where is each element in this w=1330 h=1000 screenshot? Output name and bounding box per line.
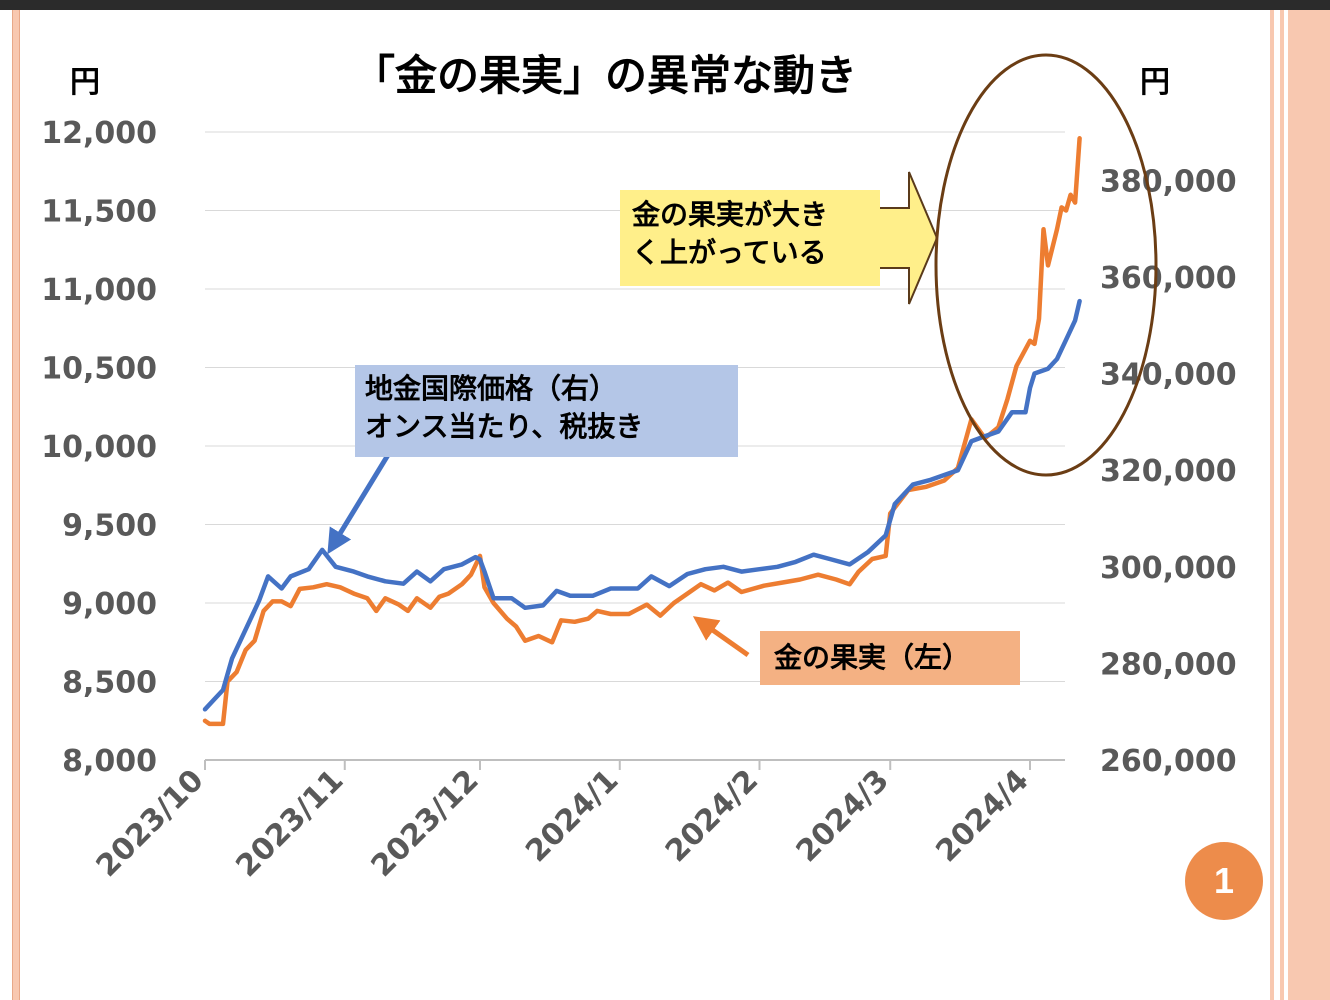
- right-y-tick-label: 300,000: [1100, 551, 1237, 586]
- right-y-axis: 260,000 280,000 300,000 320,000 340,000 360,0…: [1100, 164, 1237, 779]
- right-y-tick-label: 360,000: [1100, 261, 1237, 296]
- left-y-tick-label: 11,500: [41, 195, 157, 230]
- left-y-tick-label: 10,500: [41, 352, 157, 387]
- chart-series: [202, 136, 1082, 727]
- right-y-tick-label: 280,000: [1100, 647, 1237, 682]
- spot-callout-line2: オンス当たり、税抜き: [365, 410, 644, 443]
- left-y-tick-label: 8,000: [62, 744, 157, 779]
- page-number-badge: 1: [1185, 842, 1263, 920]
- left-axis-unit: 円: [70, 65, 100, 100]
- left-y-axis: 8,000 8,500 9,000 9,500 10,000 10,500 11,000 11…: [41, 116, 157, 779]
- spot-callout-line1: 地金国際価格（右）: [365, 372, 618, 405]
- right-y-tick-label: 260,000: [1100, 744, 1237, 779]
- rising-callout-line2: く上がっている: [632, 236, 827, 269]
- slide-right-border: [1270, 10, 1330, 1000]
- x-tick-label: 2024/3: [790, 763, 896, 869]
- x-tick-label: 2023/12: [365, 763, 486, 884]
- x-axis: 2023/10 2023/11 2023/12 2024/1 2024/2 2024/3 2…: [90, 760, 1036, 884]
- left-y-tick-label: 8,500: [62, 666, 157, 701]
- spot-callout-arrow: [327, 453, 391, 555]
- fruit-price-line: [202, 136, 1082, 727]
- left-y-tick-label: 11,000: [41, 273, 157, 308]
- x-tick-label: 2023/11: [229, 763, 350, 884]
- fruit-callout-label: 金の果実（左）: [774, 641, 971, 674]
- highlight-ellipse: [934, 53, 1158, 477]
- x-tick-label: 2023/10: [90, 763, 211, 884]
- right-y-tick-label: 340,000: [1100, 358, 1237, 393]
- fruit-callout: 金の果実（左）: [760, 631, 1020, 685]
- left-y-tick-label: 9,000: [62, 587, 157, 622]
- fruit-callout-arrow: [692, 616, 750, 658]
- x-tick-label: 2024/4: [929, 763, 1035, 869]
- window-top-bar: [0, 0, 1330, 10]
- left-y-tick-label: 10,000: [41, 430, 157, 465]
- chart-annotations: [327, 53, 1158, 658]
- x-tick-label: 2024/2: [659, 763, 765, 869]
- slide-left-border: [12, 10, 20, 1000]
- right-y-tick-label: 320,000: [1100, 454, 1237, 489]
- right-y-tick-label: 380,000: [1100, 164, 1237, 199]
- right-axis-unit: 円: [1140, 65, 1170, 100]
- rising-callout: 金の果実が大き く上がっている: [620, 190, 880, 286]
- spot-price-callout: 地金国際価格（右） オンス当たり、税抜き: [355, 365, 738, 457]
- left-y-tick-label: 12,000: [41, 116, 157, 151]
- rising-callout-line1: 金の果実が大き: [632, 198, 829, 231]
- left-y-tick-label: 9,500: [62, 509, 157, 544]
- rising-block-arrow: [878, 171, 939, 305]
- chart-title: 「金の果実」の異常な動き: [353, 51, 857, 100]
- x-tick-label: 2024/1: [519, 763, 625, 869]
- spot-price-line: [202, 298, 1082, 712]
